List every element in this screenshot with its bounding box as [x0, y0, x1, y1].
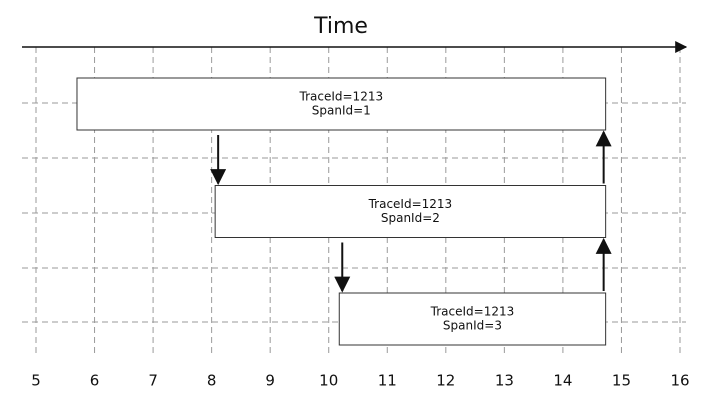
span-label: SpanId=1: [312, 104, 371, 118]
x-tick-label: 12: [436, 372, 455, 390]
x-tick-label: 8: [207, 372, 217, 390]
span-label: TraceId=1213: [299, 90, 384, 104]
axis-title: Time: [313, 14, 368, 39]
x-tick-label: 10: [319, 372, 338, 390]
x-tick-label: 16: [670, 372, 689, 390]
x-tick-label: 5: [31, 372, 41, 390]
span-label: SpanId=2: [381, 211, 440, 225]
x-tick-label: 11: [378, 372, 397, 390]
x-tick-label: 7: [148, 372, 158, 390]
x-tick-label: 6: [90, 372, 100, 390]
span-box: [214, 185, 607, 238]
span-label: TraceId=1213: [430, 305, 515, 319]
span-label: SpanId=3: [443, 319, 502, 333]
x-tick-label: 13: [495, 372, 514, 390]
span-box: [76, 77, 607, 131]
x-tick-label: 9: [265, 372, 275, 390]
x-tick-label: 14: [553, 372, 572, 390]
x-tick-label: 15: [612, 372, 631, 390]
span-box: [338, 292, 607, 346]
span-label: TraceId=1213: [368, 197, 453, 211]
